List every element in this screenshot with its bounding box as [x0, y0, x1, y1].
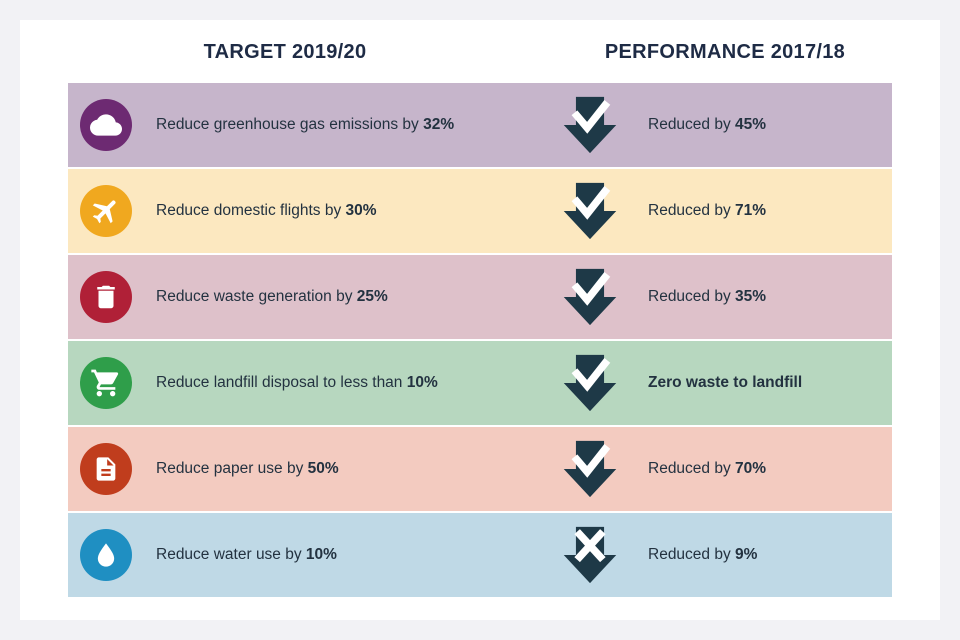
performance-label: Reduced by 45%: [648, 115, 767, 133]
performance-column-header: PERFORMANCE 2017/18: [604, 41, 846, 63]
check-arrow-icon: [558, 353, 622, 413]
target-label: Reduce water use by 10%: [156, 545, 337, 563]
check-arrow-icon: [558, 267, 622, 327]
target-label: Reduce landfill disposal to less than 10…: [156, 373, 438, 391]
column-headers: TARGET 2019/20 PERFORMANCE 2017/18: [68, 34, 892, 70]
cross-arrow-icon: [558, 525, 622, 585]
row-domestic-flights: Reduce domestic flights by 30% Reduced b…: [68, 169, 892, 253]
paper-document-icon: [80, 443, 132, 495]
row-landfill-disposal: Reduce landfill disposal to less than 10…: [68, 341, 892, 425]
water-drop-icon: [80, 529, 132, 581]
target-column-header: TARGET 2019/20: [203, 41, 367, 63]
check-arrow-icon: [558, 95, 622, 155]
target-label: Reduce waste generation by 25%: [156, 287, 388, 305]
performance-label: Reduced by 35%: [648, 287, 767, 305]
greenhouse-gas-cloud-icon: [80, 99, 132, 151]
performance-label: Reduced by 9%: [648, 545, 758, 563]
airplane-icon: [80, 185, 132, 237]
target-label: Reduce greenhouse gas emissions by 32%: [156, 115, 455, 133]
performance-label: Zero waste to landfill: [648, 373, 803, 391]
row-water-use: Reduce water use by 10% Reduced by 9%: [68, 513, 892, 597]
target-label: Reduce paper use by 50%: [156, 459, 339, 477]
performance-label: Reduced by 70%: [648, 459, 767, 477]
check-arrow-icon: [558, 439, 622, 499]
row-greenhouse-gas: Reduce greenhouse gas emissions by 32% R…: [68, 83, 892, 167]
performance-label: Reduced by 71%: [648, 201, 767, 219]
comparison-rows: Reduce greenhouse gas emissions by 32% R…: [68, 83, 892, 597]
row-paper-use: Reduce paper use by 50% Reduced by 70%: [68, 427, 892, 511]
check-arrow-icon: [558, 181, 622, 241]
row-waste-generation: Reduce waste generation by 25% Reduced b…: [68, 255, 892, 339]
target-label: Reduce domestic flights by 30%: [156, 201, 377, 219]
trash-bin-icon: [80, 271, 132, 323]
waste-cart-icon: [80, 357, 132, 409]
infographic-card: TARGET 2019/20 PERFORMANCE 2017/18 Reduc…: [20, 20, 940, 620]
